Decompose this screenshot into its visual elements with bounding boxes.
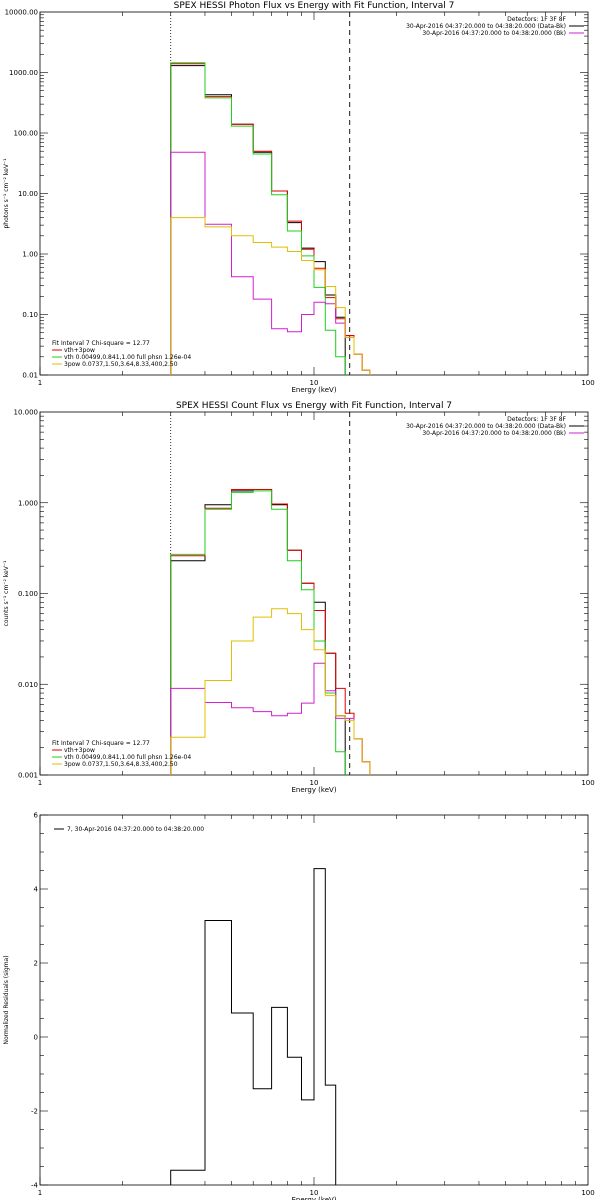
x-tick-label: 100 bbox=[581, 779, 594, 787]
histogram-series-1 bbox=[170, 489, 346, 775]
y-tick-label: 0.100 bbox=[18, 590, 38, 598]
y-tick-label: 4 bbox=[34, 886, 39, 894]
histogram-series-1 bbox=[170, 65, 346, 375]
chart-panel-1: SPEX HESSI Photon Flux vs Energy with Fi… bbox=[3, 1, 595, 394]
x-axis-label: Energy (keV) bbox=[291, 1196, 336, 1200]
y-tick-label: -4 bbox=[31, 1182, 39, 1190]
y-tick-label: 10.00 bbox=[18, 190, 38, 198]
legend-entry-3: 3pow 0.0737,1.50,3.64,8.33,400,2.50 bbox=[64, 761, 178, 768]
y-tick-label: 6 bbox=[34, 812, 39, 820]
histogram-series-3 bbox=[170, 490, 346, 775]
legend-entry-2: vth 0.00499,0.841,1.00 full phsn 1.26e-0… bbox=[64, 354, 191, 361]
chart-title: SPEX HESSI Count Flux vs Energy with Fit… bbox=[176, 401, 452, 411]
header-line-3: 30-Apr-2016 04:37:20.000 to 04:38:20.000… bbox=[422, 430, 566, 437]
legend-entry-2: vth 0.00499,0.841,1.00 full phsn 1.26e-0… bbox=[64, 754, 191, 761]
x-axis-label: Energy (keV) bbox=[291, 786, 336, 794]
y-axis-label: photons s⁻¹ cm⁻² keV⁻¹ bbox=[3, 158, 10, 229]
fit-interval-label: Fit Interval 7 Chi-square = 12.77 bbox=[52, 740, 150, 747]
histogram-series-4 bbox=[170, 151, 371, 375]
histogram-series-5 bbox=[170, 608, 371, 775]
y-tick-label: 0 bbox=[34, 1034, 38, 1042]
y-tick-label: 0.01 bbox=[22, 372, 38, 380]
legend-entry-3: 3pow 0.0737,1.50,3.64,8.33,400,2.50 bbox=[64, 361, 178, 368]
plot-frame bbox=[39, 11, 589, 376]
x-tick-label: 100 bbox=[581, 379, 594, 387]
x-tick-label: 100 bbox=[581, 1189, 594, 1197]
x-tick-label: 1 bbox=[38, 379, 42, 387]
y-tick-label: 1.000 bbox=[18, 499, 38, 507]
x-tick-label: 10 bbox=[310, 1189, 319, 1197]
y-tick-label: 1.00 bbox=[22, 251, 38, 259]
x-tick-label: 10 bbox=[310, 779, 319, 787]
y-tick-label: 1000.00 bbox=[9, 69, 38, 77]
header-line-2: 30-Apr-2016 04:37:20.000 to 04:38:20.000… bbox=[406, 23, 566, 30]
y-tick-label: 2 bbox=[34, 960, 38, 968]
header-line-1: Detectors: 1F 3F 8F bbox=[507, 416, 566, 423]
y-tick-label: 100.00 bbox=[14, 130, 39, 138]
x-axis-label: Energy (keV) bbox=[291, 386, 336, 394]
residual-legend-entry: 7, 30-Apr-2016 04:37:20.000 to 04:38:20.… bbox=[67, 826, 204, 833]
histogram-series-3 bbox=[170, 62, 346, 375]
header-line-1: Detectors: 1F 3F 8F bbox=[507, 16, 566, 23]
fit-interval-label: Fit Interval 7 Chi-square = 12.77 bbox=[52, 340, 150, 347]
y-tick-label: 10000.00 bbox=[5, 9, 38, 17]
y-tick-label: 0.10 bbox=[22, 311, 38, 319]
header-line-2: 30-Apr-2016 04:37:20.000 to 04:38:20.000… bbox=[406, 423, 566, 430]
x-tick-label: 1 bbox=[38, 1189, 42, 1197]
histogram-series-5 bbox=[170, 217, 371, 375]
y-axis-label: Normalized Residuals (sigma) bbox=[3, 955, 10, 1044]
y-axis-label: counts s⁻¹ cm⁻² keV⁻¹ bbox=[3, 560, 10, 626]
histogram-series-2 bbox=[170, 489, 371, 775]
legend-entry-1: vth+3pow bbox=[64, 747, 95, 754]
histogram-series-4 bbox=[170, 662, 371, 775]
histogram-series-2 bbox=[170, 63, 371, 375]
y-tick-label: 0.001 bbox=[18, 772, 38, 780]
header-line-3: 30-Apr-2016 04:37:20.000 to 04:38:20.000… bbox=[422, 30, 566, 37]
x-tick-label: 1 bbox=[38, 779, 42, 787]
x-tick-label: 10 bbox=[310, 379, 319, 387]
chart-title: SPEX HESSI Photon Flux vs Energy with Fi… bbox=[174, 1, 455, 11]
legend-entry-1: vth+3pow bbox=[64, 347, 95, 354]
histogram-series-1 bbox=[170, 868, 337, 1185]
y-tick-label: 10.000 bbox=[14, 409, 39, 417]
chart-panel-3: 1 10 100 Energy (keV) -4 -2 0 2 4 6 Normalized Res… bbox=[3, 812, 595, 1204]
chart-panel-2: SPEX HESSI Count Flux vs Energy with Fit… bbox=[3, 401, 595, 794]
y-tick-label: 0.010 bbox=[18, 681, 38, 689]
y-tick-label: -2 bbox=[31, 1108, 38, 1116]
